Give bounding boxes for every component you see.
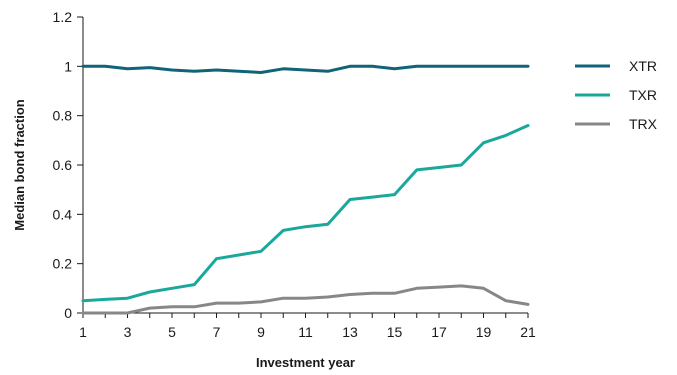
x-tick-label: 1 (79, 324, 87, 340)
x-tick-label: 7 (213, 324, 221, 340)
y-tick-label: 1.2 (53, 9, 73, 25)
y-tick-label: 0 (64, 305, 72, 321)
legend-label-trx: TRX (629, 116, 658, 132)
x-tick-label: 17 (431, 324, 447, 340)
legend: XTR TXR TRX (575, 58, 658, 132)
y-axis: 0 0.2 0.4 0.6 0.8 1 1.2 (53, 9, 84, 321)
y-tick-label: 0.2 (53, 256, 73, 272)
x-tick-label: 11 (298, 324, 313, 340)
y-axis-title: Median bond fraction (12, 99, 27, 231)
y-tick-label: 0.4 (53, 206, 73, 222)
legend-label-xtr: XTR (629, 58, 657, 74)
x-tick-label: 19 (476, 324, 492, 340)
legend-label-txr: TXR (629, 87, 657, 103)
x-axis: 1 3 5 7 9 11 13 15 17 19 21 (79, 312, 536, 340)
y-tick-label: 0.8 (53, 108, 73, 124)
y-tick-label: 0.6 (53, 157, 73, 173)
series-group (81, 64, 530, 315)
x-tick-label: 13 (342, 324, 358, 340)
x-tick-label: 5 (168, 324, 176, 340)
x-tick-label: 21 (520, 324, 536, 340)
x-axis-title: Investment year (256, 355, 355, 370)
x-tick-label: 3 (124, 324, 132, 340)
y-tick-label: 1 (64, 58, 72, 74)
x-tick-label: 15 (387, 324, 403, 340)
series-line-trx (81, 284, 530, 315)
series-line-xtr (81, 64, 530, 74)
x-tick-label: 9 (257, 324, 265, 340)
series-line-txr (81, 124, 530, 303)
